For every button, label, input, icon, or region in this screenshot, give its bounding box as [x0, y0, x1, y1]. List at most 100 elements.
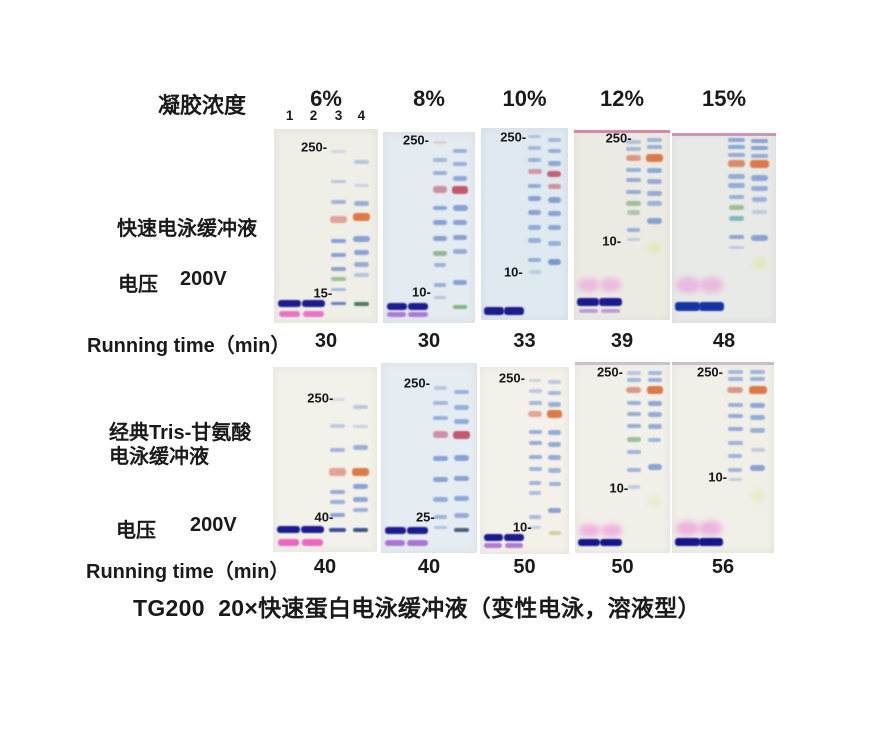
gel-band	[626, 436, 642, 442]
gel-band	[647, 138, 662, 143]
gel-band	[351, 467, 370, 476]
gel-band	[727, 386, 744, 393]
marker-label: 10-	[412, 284, 431, 300]
gel-band	[647, 424, 662, 430]
gel-band	[330, 179, 347, 183]
gel-band	[600, 538, 623, 546]
gel-band	[528, 270, 542, 275]
gel-band	[454, 476, 469, 482]
running-time-value: 48	[712, 330, 736, 352]
gel-band	[433, 477, 448, 483]
gel-band	[528, 430, 542, 435]
buffer-label-fast: 快速电泳缓冲液	[117, 218, 257, 240]
voltage-value: 200V	[180, 268, 227, 290]
gel-band	[433, 282, 447, 287]
gel-band	[453, 430, 470, 439]
gel-band	[699, 520, 723, 536]
gel-band	[504, 533, 524, 541]
marker-label: 10-	[602, 233, 622, 249]
gel-band	[727, 402, 743, 407]
gel-band	[548, 531, 561, 536]
gel-band	[433, 416, 448, 421]
gel-band	[433, 400, 448, 405]
gel-band	[432, 185, 448, 193]
gel-strip: 250- 25-	[381, 363, 477, 553]
gel-band	[433, 157, 447, 162]
lane-number: 4	[357, 108, 366, 123]
gel-band	[384, 526, 406, 534]
gel-band	[647, 168, 662, 174]
gel-band	[750, 489, 765, 502]
gel-band	[528, 454, 542, 459]
gel-band	[751, 235, 768, 242]
gel-band	[528, 183, 542, 188]
gel-strip: 250- 15-	[274, 129, 378, 323]
concentration-label: 10%	[502, 86, 547, 111]
gel-band	[750, 428, 766, 434]
gel-band	[626, 401, 642, 406]
dye-front-edge	[575, 362, 670, 365]
gel-band	[408, 312, 428, 318]
gel-band	[453, 305, 468, 310]
gel-band	[352, 527, 369, 532]
gel-band	[528, 146, 542, 151]
gel-strip: 250- 10-	[574, 130, 670, 320]
gel-band	[647, 370, 662, 375]
gel-band	[352, 483, 369, 489]
gel-band	[434, 296, 446, 300]
gel-band	[548, 401, 562, 407]
gel-band	[578, 523, 600, 537]
gel-band	[698, 538, 723, 547]
gel-band	[279, 311, 300, 318]
gel-band	[529, 525, 541, 529]
gel-band	[528, 389, 542, 394]
gel-band	[453, 162, 468, 167]
gel-band	[387, 312, 407, 318]
gel-band	[454, 419, 469, 425]
gel-band	[547, 184, 561, 190]
gel-band	[432, 430, 449, 438]
gel-band	[728, 467, 743, 472]
gel-band	[548, 429, 562, 435]
gel-band	[329, 527, 346, 532]
gel-band	[547, 225, 561, 231]
gel-band	[433, 171, 447, 176]
gel-band	[330, 302, 347, 306]
gel-band	[353, 249, 370, 255]
marker-label: 250-	[402, 132, 429, 148]
gel-band	[699, 277, 724, 293]
gel-band	[528, 466, 542, 471]
running-time-label: Running time（min）	[87, 335, 291, 357]
gel-band	[675, 302, 701, 312]
gel-band	[547, 197, 561, 203]
gel-band	[433, 514, 448, 519]
gel-strip: 250- 40-	[273, 367, 377, 552]
gel-strip	[672, 133, 776, 323]
gel-band	[647, 378, 662, 383]
gel-band	[453, 149, 468, 154]
dye-front-edge	[672, 133, 776, 136]
gel-band	[548, 481, 561, 486]
gel-band	[600, 309, 621, 314]
gel-band	[386, 302, 407, 310]
gel-band	[727, 159, 746, 167]
gel-band	[626, 378, 642, 383]
gel-band	[330, 199, 347, 204]
gel-band	[548, 455, 562, 461]
gel-band	[548, 508, 562, 514]
marker-label: 40-	[314, 509, 334, 525]
marker-label: 15-	[313, 285, 333, 301]
gel-band	[453, 280, 468, 286]
gel-band	[729, 245, 744, 249]
running-time-value: 39	[610, 330, 634, 352]
gel-band	[751, 153, 768, 158]
running-time-value: 40	[313, 556, 337, 578]
gel-band	[578, 538, 601, 546]
running-time-value: 33	[513, 330, 536, 352]
gel-band	[647, 400, 662, 406]
gel-band	[728, 204, 745, 210]
marker-label: 250-	[307, 390, 334, 406]
gel-band	[352, 496, 369, 502]
gel-band	[331, 287, 346, 291]
